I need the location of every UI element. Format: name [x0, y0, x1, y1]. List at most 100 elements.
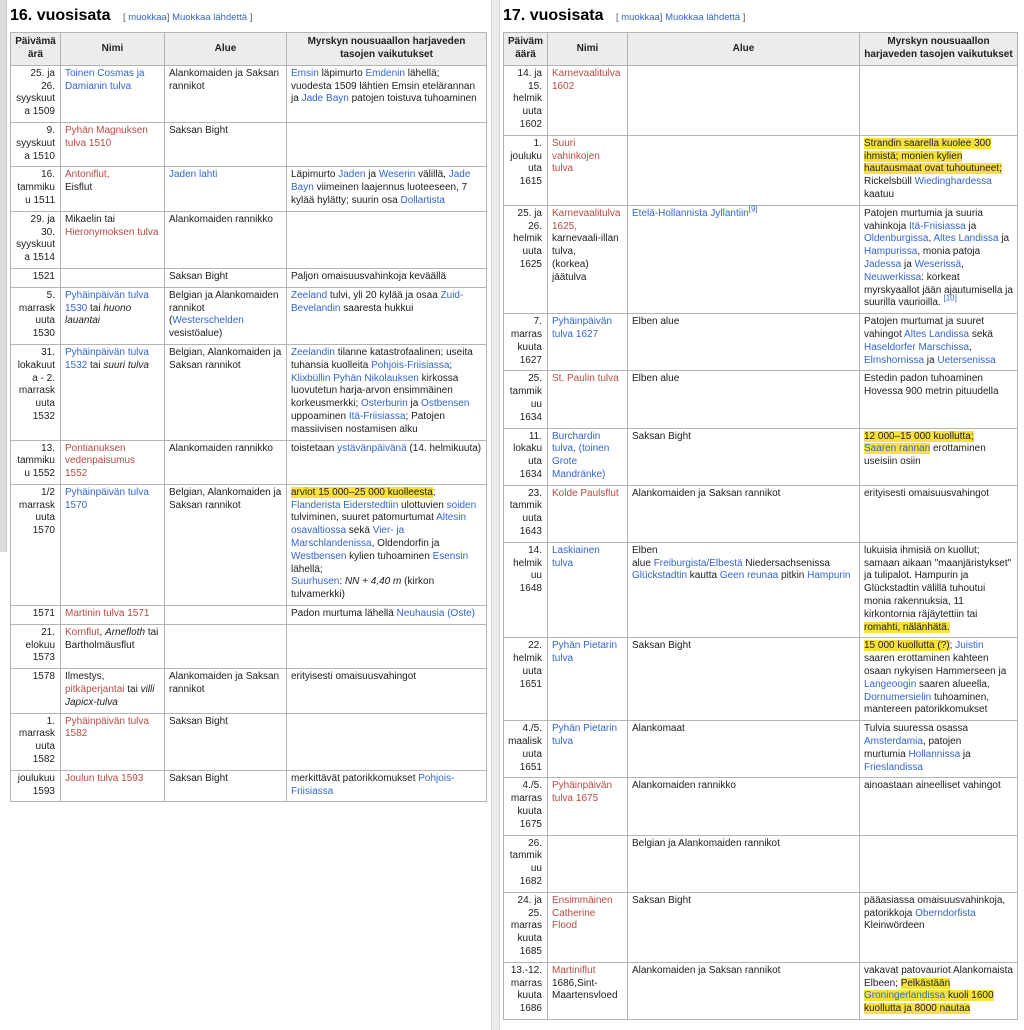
wiki-link[interactable]: Pohjois-Friisiassa: [371, 360, 449, 371]
wiki-link[interactable]: Frieslandissa: [864, 762, 923, 773]
area-cell: Saksan Bight: [165, 713, 287, 770]
wiki-link[interactable]: soiden: [447, 500, 476, 511]
wiki-link[interactable]: Hollannissa: [908, 749, 960, 760]
wiki-link[interactable]: Wiedinghardessa: [915, 176, 992, 187]
area-cell: Saksan Bight: [165, 770, 287, 802]
cell-text: (korkea) jäätulva: [552, 259, 589, 283]
wiki-link[interactable]: Langeoogin: [864, 679, 916, 690]
wiki-link[interactable]: Westbensen: [291, 551, 346, 562]
wiki-link[interactable]: Neuhausia (Oste): [397, 608, 475, 619]
wiki-link[interactable]: Altes Landissa: [904, 329, 969, 340]
redlink[interactable]: Pyhäinpäivän tulva 1582: [65, 716, 149, 740]
redlink[interactable]: Antoniflut,: [65, 169, 109, 180]
area-cell: Saksan Bight: [628, 638, 860, 721]
wiki-link[interactable]: Jaden: [338, 169, 365, 180]
redlink[interactable]: Hieronymoksen tulva: [65, 227, 158, 238]
redlink[interactable]: Ensimmäinen Catherine Flood: [552, 895, 613, 932]
redlink[interactable]: Martiniflut: [552, 965, 595, 976]
wiki-link[interactable]: Jaden lahti: [169, 169, 217, 180]
wiki-link[interactable]: Jade Bayn: [302, 93, 349, 104]
redlink[interactable]: Karnevaalitulva 1625,: [552, 208, 620, 232]
wiki-link[interactable]: Esensin: [433, 551, 469, 562]
wiki-link[interactable]: Dollartista: [401, 195, 445, 206]
wiki-link[interactable]: Freiburgista/Elbestä: [654, 558, 743, 569]
redlink[interactable]: Karnevaalitulva 1602: [552, 68, 620, 92]
wiki-link[interactable]: Weserin: [379, 169, 416, 180]
wiki-link[interactable]: Emdenin: [365, 68, 404, 79]
edit-link[interactable]: muokkaa: [128, 12, 167, 23]
wiki-link[interactable]: Laskiainen tulva: [552, 545, 600, 569]
edit-link[interactable]: Muokkaa lähdettä: [172, 12, 247, 23]
wiki-link[interactable]: Emsin: [291, 68, 319, 79]
wiki-link[interactable]: Itä-Friisiassa: [909, 221, 966, 232]
cell-text: Saksan Bight: [169, 716, 228, 727]
wiki-link[interactable]: Hampurissa: [864, 246, 917, 257]
redlink[interactable]: Martinin tulva 1571: [65, 608, 150, 619]
edit-link[interactable]: Muokkaa lähdettä: [665, 12, 740, 23]
redlink[interactable]: St. Paulin tulva: [552, 373, 619, 384]
name-cell: Pyhäinpäivän tulva 1570: [61, 484, 165, 605]
wiki-link[interactable]: Suurhusen: [291, 576, 339, 587]
redlink[interactable]: Pyhäinpäivän tulva 1675: [552, 780, 612, 804]
cell-text: Belgian ja Alankomaiden rannikot: [632, 838, 780, 849]
redlink[interactable]: Kolde Paulsflut: [552, 488, 619, 499]
wiki-link[interactable]: Etelä-Hollannista Jyllantiin: [632, 208, 749, 219]
wiki-link[interactable]: Eiderstedtiin: [343, 500, 398, 511]
wiki-link[interactable]: Hampurin: [807, 570, 850, 581]
wiki-link[interactable]: Burchardin tulva, (toinen Grote Mandränk…: [552, 431, 609, 480]
wiki-link[interactable]: Juistin: [955, 640, 983, 651]
wiki-link[interactable]: Pyhän Pietarin tulva: [552, 723, 617, 747]
wiki-link[interactable]: Westerschelden: [172, 315, 244, 326]
cell-text: Arnefloth: [105, 627, 145, 638]
reference-superscript-link[interactable]: [10]: [943, 294, 956, 303]
name-cell: Pyhäinpäivän tulva 1675: [548, 778, 628, 835]
effects-cell: [860, 65, 1018, 135]
wiki-link[interactable]: Zeelandin: [291, 347, 335, 358]
wiki-link[interactable]: Haseldorfer Marschissa: [864, 342, 969, 353]
wiki-link[interactable]: ystävänpäivänä: [337, 443, 407, 454]
wiki-link[interactable]: Itä-Friisiassa: [349, 411, 406, 422]
wiki-link[interactable]: Pyhän Pietarin tulva: [552, 640, 617, 664]
wiki-link[interactable]: Dornumersielin: [864, 692, 931, 703]
wiki-link[interactable]: Zeeland: [291, 290, 327, 301]
redlink[interactable]: Pontianuksen vedenpaisumus 1552: [65, 443, 135, 480]
wiki-link[interactable]: Neuwerkissa: [864, 272, 921, 283]
cell-text: , Oldendorfin ja: [372, 538, 440, 549]
redlink[interactable]: Suuri vahinkojen tulva: [552, 138, 600, 175]
wiki-link[interactable]: Ostbensen: [421, 398, 469, 409]
wiki-link[interactable]: Osterburin: [361, 398, 408, 409]
wiki-link[interactable]: Geen reunaa: [720, 570, 778, 581]
wiki-link[interactable]: Glückstadtin: [632, 570, 687, 581]
wiki-link[interactable]: Weserissä: [915, 259, 962, 270]
wiki-link[interactable]: Altes Landissa: [934, 233, 999, 244]
wiki-link[interactable]: Jadessa: [864, 259, 901, 270]
wiki-link[interactable]: Pyhäinpäivän tulva 1627: [552, 316, 612, 340]
wiki-link[interactable]: Saaren rannan: [864, 443, 930, 454]
redlink[interactable]: Kornflut: [65, 627, 99, 638]
redlink[interactable]: Pyhän Magnuksen tulva 1510: [65, 125, 148, 149]
wiki-link[interactable]: Oldenburgissa: [864, 233, 928, 244]
wiki-link[interactable]: Groningerlandissa: [864, 990, 945, 1001]
wiki-link[interactable]: Oberndorfista: [915, 908, 976, 919]
wiki-link[interactable]: Flanderista: [291, 500, 340, 511]
date-cell: 11. lokakuuta 1634: [504, 428, 548, 485]
reference-superscript-link[interactable]: [9]: [749, 204, 758, 213]
redlink[interactable]: pitkäperjantai: [65, 684, 124, 695]
wiki-link[interactable]: Toinen Cosmas ja Damianin tulva: [65, 68, 144, 92]
wiki-link[interactable]: Amsterdamia: [864, 736, 923, 747]
edit-link[interactable]: muokkaa: [621, 12, 660, 23]
wiki-link[interactable]: Uetersenissa: [937, 355, 995, 366]
wiki-link[interactable]: Pyhäinpäivän tulva 1570: [65, 487, 149, 511]
wiki-link[interactable]: Elmshornissa: [864, 355, 924, 366]
wiki-link[interactable]: Klixbüllin Pyhän Nikolauksen: [291, 373, 419, 384]
redlink[interactable]: Joulun tulva 1593: [65, 773, 143, 784]
area-cell: Alankomaiden rannikko: [628, 778, 860, 835]
cell-text: Alankomaiden ja Saksan rannikot: [169, 671, 279, 695]
